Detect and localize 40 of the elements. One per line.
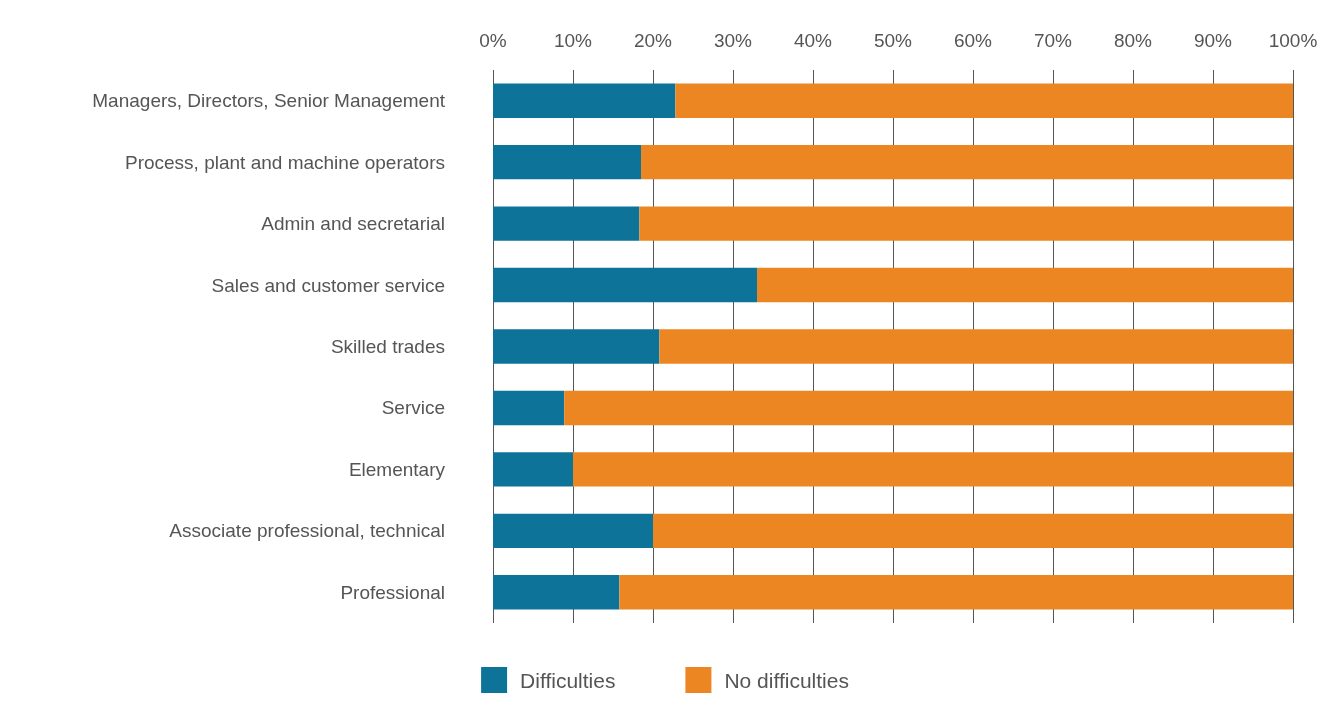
bar bbox=[653, 513, 1293, 549]
bar bbox=[493, 267, 757, 303]
bar bbox=[573, 452, 1293, 487]
y-tick-label: Skilled trades bbox=[330, 336, 445, 357]
x-tick-label: 30% bbox=[713, 30, 753, 51]
bar bbox=[619, 575, 1293, 610]
legend-label: Difficulties bbox=[520, 668, 616, 692]
bar bbox=[493, 513, 653, 549]
x-tick-label: 80% bbox=[1113, 30, 1153, 51]
x-tick-label: 10% bbox=[553, 30, 593, 51]
x-tick-label: 20% bbox=[633, 30, 673, 51]
bar bbox=[675, 83, 1293, 118]
x-tick-label: 50% bbox=[873, 30, 913, 51]
bar bbox=[493, 83, 676, 118]
bar bbox=[493, 144, 641, 180]
x-tick-label: 90% bbox=[1193, 30, 1233, 51]
bar bbox=[493, 390, 565, 426]
x-tick-label: 100% bbox=[1268, 30, 1318, 51]
y-tick-label: Elementary bbox=[348, 458, 446, 480]
bar bbox=[493, 206, 640, 241]
bar bbox=[564, 390, 1293, 426]
bar bbox=[639, 206, 1293, 241]
bar bbox=[757, 267, 1293, 303]
x-tick-label: 0% bbox=[479, 30, 507, 51]
legend-label: No difficulties bbox=[724, 668, 849, 692]
bar bbox=[493, 575, 620, 610]
x-tick-label: 60% bbox=[953, 30, 993, 51]
bar bbox=[493, 329, 660, 364]
y-tick-label: Professional bbox=[340, 581, 445, 603]
y-tick-label: Associate professional, technical bbox=[169, 520, 445, 542]
y-tick-label: Managers, Directors, Senior Management bbox=[92, 90, 446, 112]
bar bbox=[493, 452, 573, 487]
bar bbox=[641, 144, 1293, 180]
bar bbox=[659, 329, 1293, 364]
y-tick-label: Service bbox=[381, 397, 445, 419]
y-tick-label: Sales and customer service bbox=[211, 274, 445, 296]
y-tick-label: Process, plant and machine operators bbox=[124, 151, 445, 173]
x-tick-label: 70% bbox=[1033, 30, 1073, 51]
x-tick-label: 40% bbox=[793, 30, 833, 51]
y-tick-label: Admin and secretarial bbox=[261, 213, 445, 235]
